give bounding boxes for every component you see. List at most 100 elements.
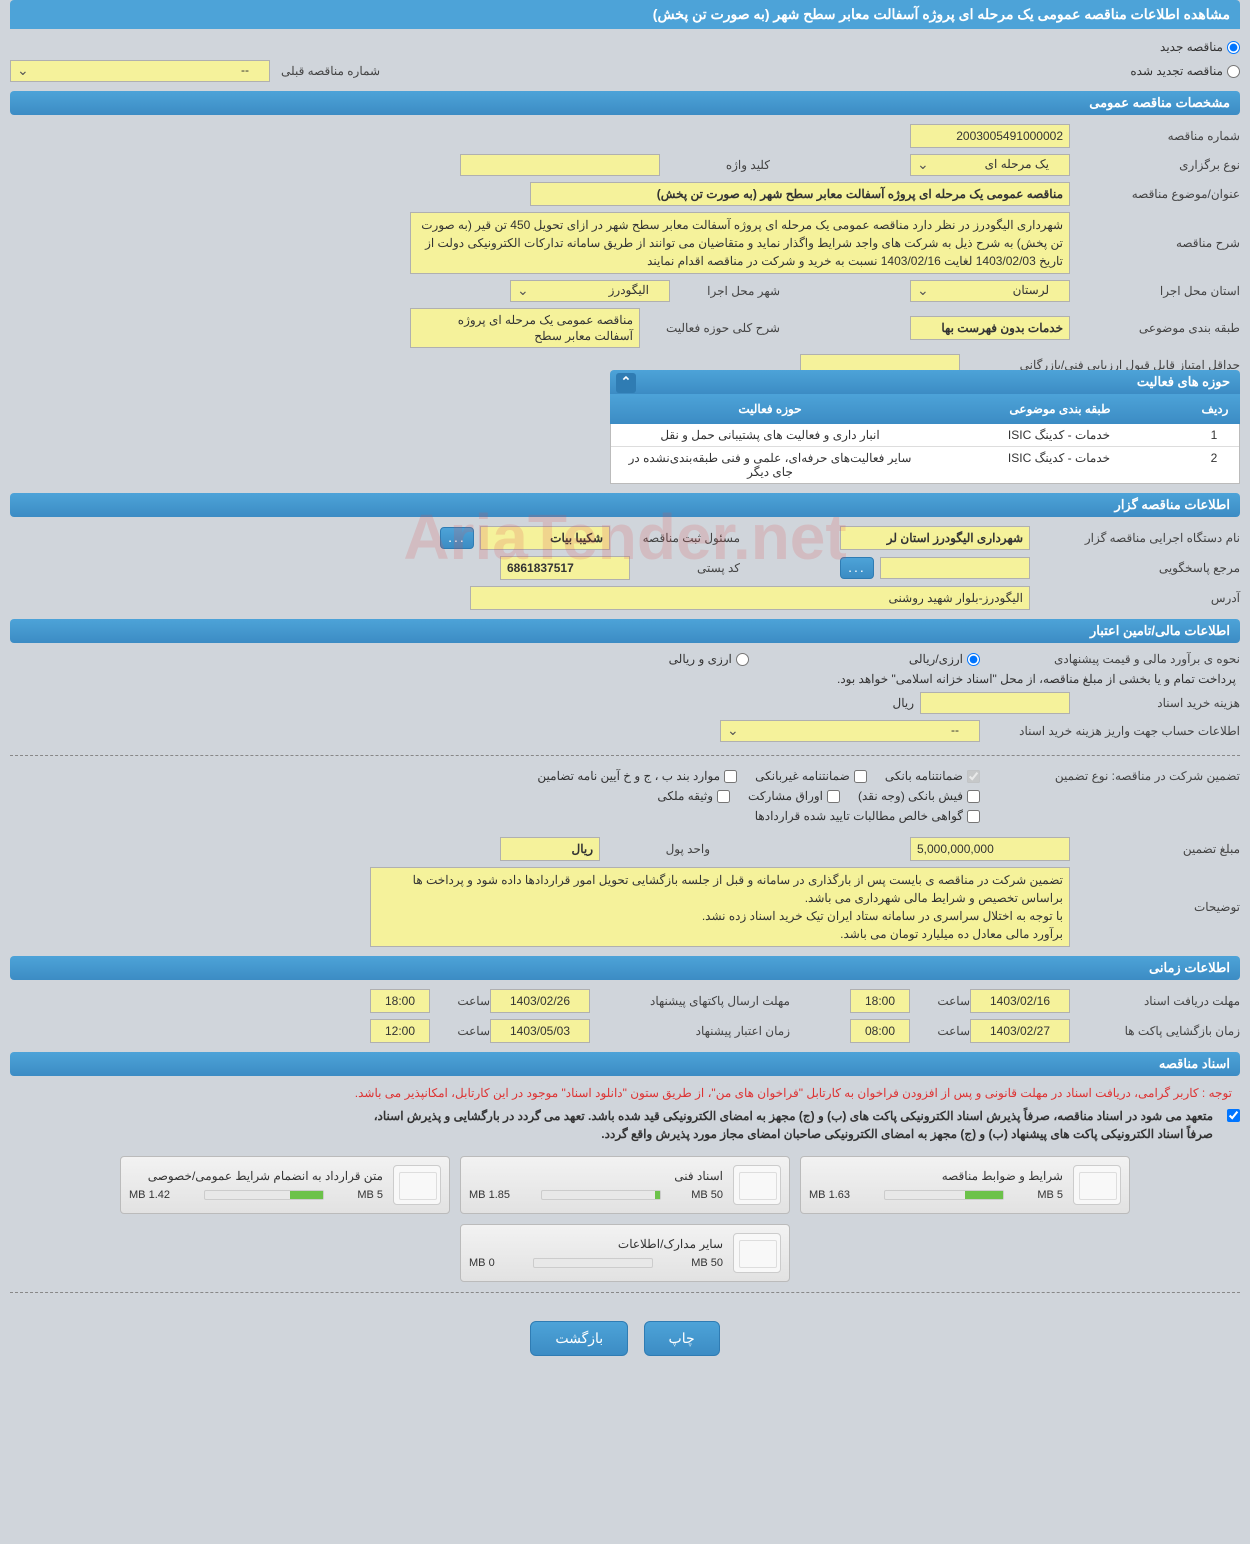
table-row: 1خدمات - کدینگ ISICانبار داری و فعالیت ه… bbox=[611, 424, 1239, 446]
doc-used: 1.63 MB bbox=[809, 1189, 850, 1201]
type-label: نوع برگزاری bbox=[1070, 158, 1240, 172]
doc-title: سایر مدارک/اطلاعات bbox=[469, 1237, 723, 1251]
folder-icon bbox=[733, 1165, 781, 1205]
number-label: شماره مناقصه bbox=[1070, 129, 1240, 143]
section-docs: اسناد مناقصه bbox=[10, 1052, 1240, 1076]
opt-arz[interactable]: ارزی و ریالی bbox=[669, 652, 749, 666]
doc-title: شرایط و ضوابط مناقصه bbox=[809, 1169, 1063, 1183]
valid-time: 12:00 bbox=[370, 1019, 430, 1043]
province-select[interactable]: لرستان bbox=[910, 280, 1070, 302]
section-time: اطلاعات زمانی bbox=[10, 956, 1240, 980]
open-date: 1403/02/27 bbox=[970, 1019, 1070, 1043]
doc-card[interactable]: اسناد فنی50 MB1.85 MB bbox=[460, 1156, 790, 1214]
prev-number-label: شماره مناقصه قبلی bbox=[270, 64, 380, 78]
folder-icon bbox=[1073, 1165, 1121, 1205]
est-label: نحوه ی برآورد مالی و قیمت پیشنهادی bbox=[980, 652, 1240, 666]
docs-note1: توجه : کاربر گرامی، دریافت اسناد در مهلت… bbox=[10, 1082, 1240, 1104]
number-field: 2003005491000002 bbox=[910, 124, 1070, 148]
valid-date: 1403/05/03 bbox=[490, 1019, 590, 1043]
g5[interactable]: اوراق مشارکت bbox=[748, 789, 840, 803]
province-label: استان محل اجرا bbox=[1070, 284, 1240, 298]
scope-field: مناقصه عمومی یک مرحله ای پروژه آسفالت مع… bbox=[410, 308, 640, 348]
collapse-icon[interactable]: ⌃ bbox=[616, 373, 636, 393]
get-date: 1403/02/16 bbox=[970, 989, 1070, 1013]
doc-card[interactable]: سایر مدارک/اطلاعات 50 MB 0 MB bbox=[460, 1224, 790, 1282]
folder-icon bbox=[733, 1233, 781, 1273]
g3[interactable]: موارد بند ب ، ج و خ آیین نامه تضامین bbox=[537, 769, 737, 783]
doc-title: اسناد فنی bbox=[469, 1169, 723, 1183]
section-owner: اطلاعات مناقصه گزار bbox=[10, 493, 1240, 517]
radio-renew[interactable]: مناقصه تجدید شده bbox=[1130, 64, 1240, 78]
doc-grid: شرایط و ضوابط مناقصه5 MB1.63 MBاسناد فنی… bbox=[10, 1156, 1240, 1282]
title-field: مناقصه عمومی یک مرحله ای پروژه آسفالت مع… bbox=[530, 182, 1070, 206]
cost-label: هزینه خرید اسناد bbox=[1070, 696, 1240, 710]
g4[interactable]: فیش بانکی (وجه نقد) bbox=[858, 789, 980, 803]
separator2 bbox=[10, 1292, 1240, 1293]
doc-title: متن قرارداد به انضمام شرایط عمومی/خصوصی bbox=[129, 1169, 383, 1183]
radio-new[interactable]: مناقصه جدید bbox=[1160, 40, 1240, 54]
print-button[interactable]: چاپ bbox=[644, 1321, 720, 1356]
radio-new-label: مناقصه جدید bbox=[1160, 40, 1223, 54]
ref-input[interactable] bbox=[880, 557, 1030, 579]
account-label: اطلاعات حساب جهت واریز هزینه خرید اسناد bbox=[980, 724, 1240, 738]
progress-bar bbox=[541, 1190, 661, 1200]
doc-used: 1.42 MB bbox=[129, 1189, 170, 1201]
type-select[interactable]: یک مرحله ای bbox=[910, 154, 1070, 176]
class-field: خدمات بدون فهرست بها bbox=[910, 316, 1070, 340]
page-title: مشاهده اطلاعات مناقصه عمومی یک مرحله ای … bbox=[10, 0, 1240, 29]
commit-checkbox[interactable] bbox=[1227, 1109, 1240, 1122]
doc-total: 5 MB bbox=[357, 1189, 383, 1201]
radio-renew-label: مناقصه تجدید شده bbox=[1130, 64, 1223, 78]
notes-label: توضیحات bbox=[1070, 900, 1240, 914]
amount-label: مبلغ تضمین bbox=[1070, 842, 1240, 856]
org-label: نام دستگاه اجرایی مناقصه گزار bbox=[1030, 531, 1240, 545]
g1[interactable]: ضمانتنامه بانکی bbox=[885, 769, 980, 783]
g6[interactable]: وثیقه ملکی bbox=[657, 789, 730, 803]
doc-total: 50 MB bbox=[691, 1189, 723, 1201]
progress-bar bbox=[204, 1190, 324, 1200]
org-field: شهرداری الیگودرز استان لر bbox=[840, 526, 1030, 550]
activity-cols: ردیف طبقه بندی موضوعی حوزه فعالیت bbox=[610, 394, 1240, 424]
separator bbox=[10, 755, 1240, 756]
send-label: مهلت ارسال پاکتهای پیشنهاد bbox=[590, 994, 790, 1008]
class-label: طبقه بندی موضوعی bbox=[1070, 321, 1240, 335]
city-select[interactable]: الیگودرز bbox=[510, 280, 670, 302]
progress-bar bbox=[533, 1258, 653, 1268]
addr-label: آدرس bbox=[1030, 591, 1240, 605]
section-finance: اطلاعات مالی/تامین اعتبار bbox=[10, 619, 1240, 643]
keyword-input[interactable] bbox=[460, 154, 660, 176]
ref-label: مرجع پاسخگویی bbox=[1030, 561, 1240, 575]
activity-table: 1خدمات - کدینگ ISICانبار داری و فعالیت ه… bbox=[610, 424, 1240, 484]
reg-field: شکیبا بیات bbox=[480, 526, 610, 550]
back-button[interactable]: بازگشت bbox=[530, 1321, 628, 1356]
get-time: 18:00 bbox=[850, 989, 910, 1013]
desc-label: شرح مناقصه bbox=[1070, 236, 1240, 250]
pay-note: پرداخت تمام و یا بخشی از مبلغ مناقصه، از… bbox=[837, 672, 1240, 686]
doc-used: 0 MB bbox=[469, 1257, 495, 1269]
open-time: 08:00 bbox=[850, 1019, 910, 1043]
account-select[interactable]: -- bbox=[720, 720, 980, 742]
desc-field: شهرداری الیگودرز در نظر دارد مناقصه عموم… bbox=[410, 212, 1070, 274]
gtype-label: تضمین شرکت در مناقصه: نوع تضمین bbox=[980, 769, 1240, 783]
doc-card[interactable]: شرایط و ضوابط مناقصه5 MB1.63 MB bbox=[800, 1156, 1130, 1214]
activity-title: حوزه های فعالیت bbox=[1137, 374, 1230, 389]
prev-number-select[interactable]: -- bbox=[10, 60, 270, 82]
doc-card[interactable]: متن قرارداد به انضمام شرایط عمومی/خصوصی 5… bbox=[120, 1156, 450, 1214]
reg-lookup-button[interactable]: ... bbox=[440, 527, 474, 549]
reg-label: مسئول ثبت مناقصه bbox=[610, 531, 740, 545]
cost-input[interactable] bbox=[920, 692, 1070, 714]
unit-field: ریال bbox=[500, 837, 600, 861]
valid-label: زمان اعتبار پیشنهاد bbox=[590, 1024, 790, 1038]
post-field: 6861837517 bbox=[500, 556, 630, 580]
send-date: 1403/02/26 bbox=[490, 989, 590, 1013]
opt-rial[interactable]: ارزی/ریالی bbox=[909, 652, 980, 666]
cost-unit: ریال bbox=[892, 696, 920, 710]
g7[interactable]: گواهی خالص مطالبات تایید شده قراردادها bbox=[755, 809, 980, 823]
scope-label: شرح کلی حوزه فعالیت bbox=[640, 321, 780, 335]
keyword-label: کلید واژه bbox=[660, 158, 770, 172]
ref-lookup-button[interactable]: ... bbox=[840, 557, 874, 579]
post-label: کد پستی bbox=[630, 561, 740, 575]
city-label: شهر محل اجرا bbox=[670, 284, 780, 298]
g2[interactable]: ضمانتنامه غیربانکی bbox=[755, 769, 867, 783]
doc-total: 50 MB bbox=[691, 1257, 723, 1269]
